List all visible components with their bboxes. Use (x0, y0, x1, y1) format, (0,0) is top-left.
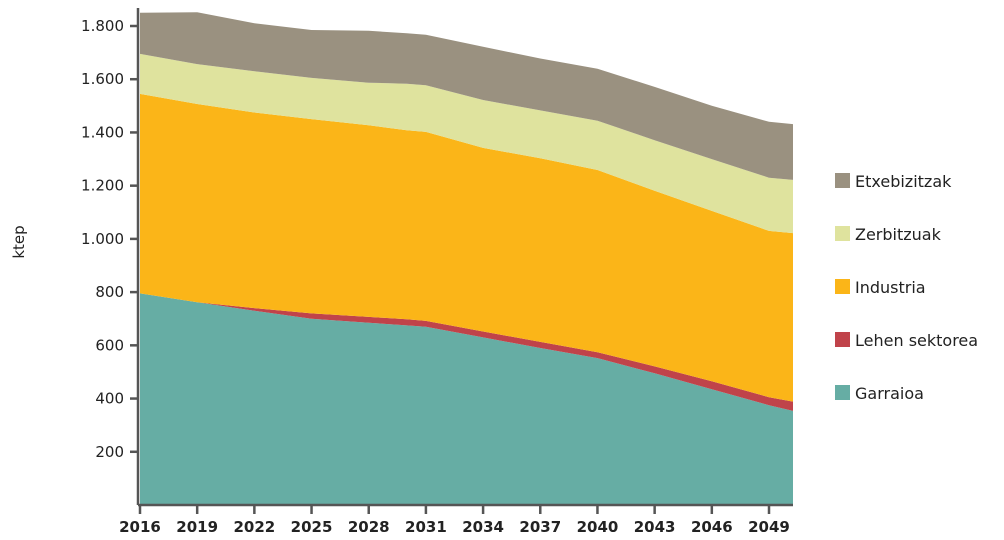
x-tick-label: 2031 (405, 518, 447, 536)
y-axis-ticks: 200 400 600 800 1.000 1.200 1.400 1.600 1.800 (81, 17, 138, 461)
legend-label-garraioa: Garraioa (855, 384, 924, 403)
area-industria (140, 93, 793, 402)
chart-axes (136, 8, 793, 507)
x-tick-label: 2040 (577, 518, 619, 536)
area-zerbitzuak (140, 53, 793, 234)
chart-areas (140, 12, 793, 505)
x-tick-label: 2025 (291, 518, 333, 536)
y-tick-label: 800 (95, 283, 124, 301)
y-tick-label: 200 (95, 443, 124, 461)
x-tick-label: 2016 (119, 518, 161, 536)
legend: Etxebizitzak Zerbitzuak Industria Lehen sek… (835, 172, 978, 403)
y-tick-label: 1.800 (81, 17, 124, 35)
x-tick-label: 2034 (462, 518, 504, 536)
x-tick-label: 2046 (691, 518, 733, 536)
x-tick-label: 2022 (233, 518, 275, 536)
legend-label-lehen-sektorea: Lehen sektorea (855, 331, 978, 350)
legend-swatch-lehen-sektorea (835, 332, 850, 347)
x-tick-label: 2043 (634, 518, 676, 536)
x-tick-label: 2049 (748, 518, 790, 536)
area-garraioa (140, 293, 793, 505)
legend-label-industria: Industria (855, 278, 926, 297)
legend-label-etxebizitzak: Etxebizitzak (855, 172, 952, 191)
legend-swatch-zerbitzuak (835, 226, 850, 241)
y-tick-label: 1.200 (81, 177, 124, 195)
y-tick-label: 1.600 (81, 70, 124, 88)
x-tick-label: 2037 (519, 518, 561, 536)
x-tick-label: 2028 (348, 518, 390, 536)
y-axis-label: ktep (10, 225, 28, 258)
y-tick-label: 1.000 (81, 230, 124, 248)
y-tick-label: 400 (95, 390, 124, 408)
legend-swatch-industria (835, 279, 850, 294)
x-axis-ticks: 2016 2019 2022 2025 2028 2031 2034 2037 2040 2043… (119, 505, 790, 536)
y-tick-label: 600 (95, 336, 124, 354)
y-tick-label: 1.400 (81, 123, 124, 141)
legend-label-zerbitzuak: Zerbitzuak (855, 225, 942, 244)
area-etxebizitzak (140, 12, 793, 180)
x-tick-label: 2019 (176, 518, 218, 536)
legend-swatch-etxebizitzak (835, 173, 850, 188)
legend-swatch-garraioa (835, 385, 850, 400)
